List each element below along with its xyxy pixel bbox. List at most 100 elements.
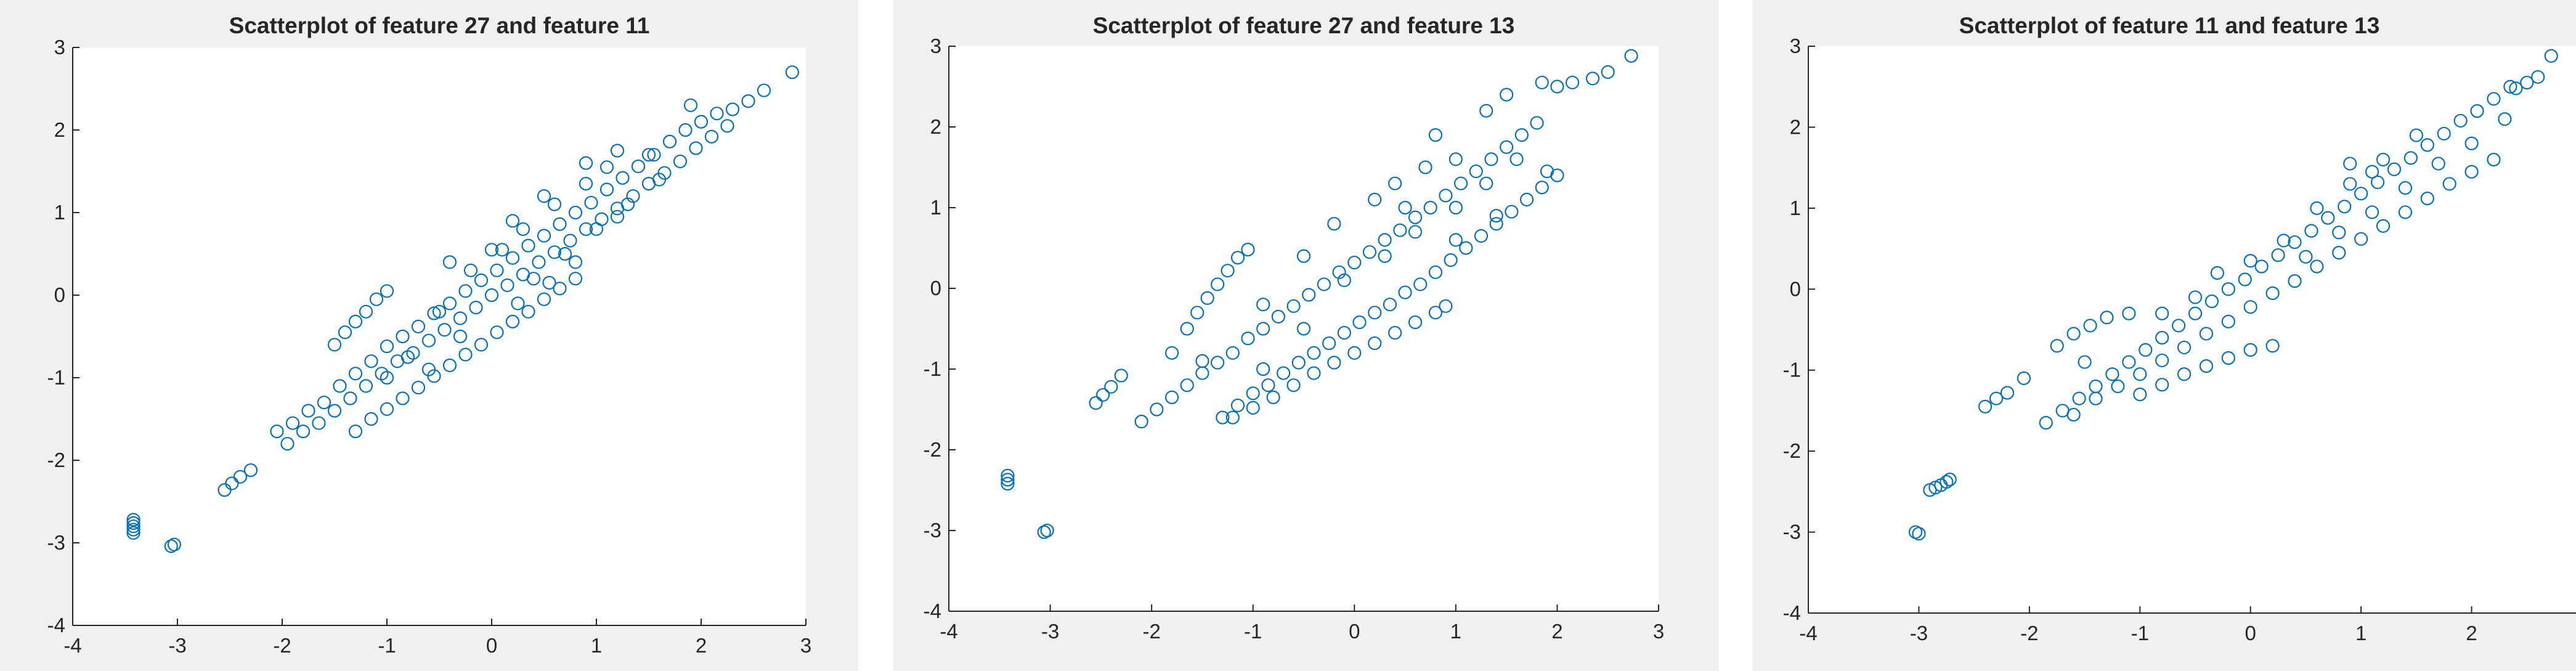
scatter-point <box>2243 300 2257 314</box>
scatter-point <box>500 278 514 293</box>
scatter-point <box>2188 290 2203 304</box>
scatter-point <box>1519 192 1534 206</box>
scatter-point <box>1453 176 1468 190</box>
scatter-point <box>1500 140 1514 154</box>
scatter-point <box>1096 388 1110 402</box>
scatter-point <box>2338 200 2352 214</box>
y-tick-label: 3 <box>930 35 941 57</box>
subplot-panel-1: Scatterplot of feature 27 and feature 11… <box>0 0 858 671</box>
scatter-point <box>521 304 535 319</box>
scatter-point <box>2221 314 2235 328</box>
scatter-point <box>1474 229 1489 243</box>
x-tick-label: -4 <box>63 634 81 657</box>
scatter-point <box>1347 346 1362 360</box>
scatter-point <box>1164 390 1179 404</box>
x-tick-label: 1 <box>591 634 602 657</box>
scatter-point <box>673 154 688 169</box>
scatter-point <box>1256 362 1270 376</box>
scatter-point <box>1408 225 1423 239</box>
scatter-point <box>1439 299 1453 313</box>
scatter-point <box>720 119 734 133</box>
scatter-point <box>1195 354 1209 368</box>
scatter-point <box>2039 416 2053 430</box>
scatter-point <box>1150 402 1164 417</box>
scatter-point <box>631 159 646 174</box>
scatter-point <box>2365 165 2379 179</box>
scatter-point <box>2100 311 2114 325</box>
subplot-1-svg: Scatterplot of feature 27 and feature 11… <box>47 13 812 657</box>
scatter-point <box>1134 415 1148 429</box>
scatter-point <box>2271 248 2285 262</box>
scatter-point <box>689 141 703 155</box>
scatter-point <box>1484 152 1498 166</box>
scatter-point <box>2470 104 2484 118</box>
scatter-point <box>662 134 677 148</box>
x-tick-label: 3 <box>800 634 811 657</box>
x-tick-label: 2 <box>2466 622 2477 645</box>
scatter-point <box>1509 152 1524 166</box>
data-points <box>126 65 800 553</box>
scatter-point <box>537 292 551 306</box>
scatter-point <box>1089 396 1103 410</box>
scatter-point <box>2437 126 2451 141</box>
scatter-point <box>463 263 478 277</box>
scatter-point <box>704 129 719 144</box>
y-tick-label: 0 <box>54 283 65 306</box>
y-tick-label: -2 <box>1783 439 1801 462</box>
scatter-point <box>2431 157 2445 171</box>
scatter-point <box>2398 181 2413 195</box>
scatter-point <box>1418 160 1432 174</box>
plot-area <box>1808 46 2576 613</box>
scatter-point <box>312 416 326 430</box>
subplot-panel-2: Scatterplot of feature 27 and feature 13… <box>893 0 1718 671</box>
y-tick-label: -1 <box>1783 359 1801 381</box>
scatter-point <box>553 217 567 231</box>
scatter-point <box>647 148 661 162</box>
scatter-point <box>2210 266 2224 280</box>
scatter-point <box>2155 306 2169 320</box>
scatter-point <box>1296 249 1311 263</box>
scatter-point <box>1332 265 1346 279</box>
scatter-point <box>1428 265 1443 279</box>
scatter-point <box>359 304 373 319</box>
scatter-point <box>521 238 535 253</box>
scatter-point <box>2376 219 2391 233</box>
scatter-point <box>516 222 530 236</box>
scatter-point <box>1362 245 1377 259</box>
scatter-point <box>484 288 499 303</box>
scatter-point <box>652 173 667 187</box>
scatter-point <box>285 416 300 430</box>
scatter-point <box>2310 259 2324 274</box>
scatter-point <box>380 402 394 417</box>
scatter-point <box>411 319 426 334</box>
scatter-point <box>2199 359 2214 373</box>
plot-area <box>73 47 806 625</box>
scatter-point <box>453 329 468 344</box>
scatter-point <box>1114 368 1128 383</box>
scatter-point <box>1540 164 1554 179</box>
scatter-point <box>126 513 140 527</box>
plot-title: Scatterplot of feature 27 and feature 11 <box>229 13 650 38</box>
scatter-point <box>2017 371 2031 385</box>
scatter-point <box>2365 205 2379 219</box>
scatter-point <box>741 94 755 108</box>
scatter-point <box>2544 49 2558 63</box>
scatter-point <box>1180 378 1194 392</box>
scatter-point <box>1164 346 1179 360</box>
scatter-point <box>2420 191 2434 206</box>
scatter-point <box>411 380 426 395</box>
scatter-point <box>1398 285 1412 299</box>
scatter-point <box>1180 322 1194 336</box>
scatter-point <box>1001 468 1015 483</box>
scatter-point <box>2078 355 2092 369</box>
scatter-point <box>1500 87 1514 102</box>
scatter-point <box>1230 398 1245 413</box>
scatter-point <box>2072 391 2086 405</box>
subplot-2-svg: Scatterplot of feature 27 and feature 13… <box>924 13 1665 643</box>
scatter-point <box>2531 70 2545 84</box>
scatter-point <box>1448 200 1463 215</box>
scatter-point <box>1479 176 1493 190</box>
scatter-point <box>2403 151 2418 165</box>
scatter-point <box>1347 255 1362 270</box>
